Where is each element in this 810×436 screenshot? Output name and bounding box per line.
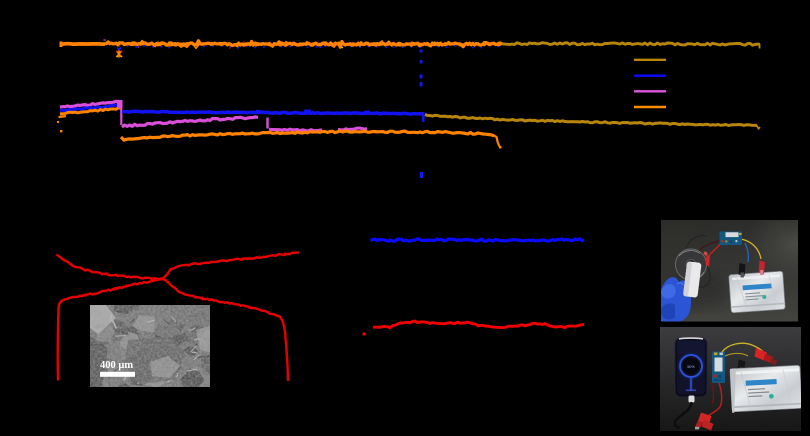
svg-text:50%: 50% (687, 365, 695, 369)
svg-text:400 μm: 400 μm (100, 360, 133, 371)
